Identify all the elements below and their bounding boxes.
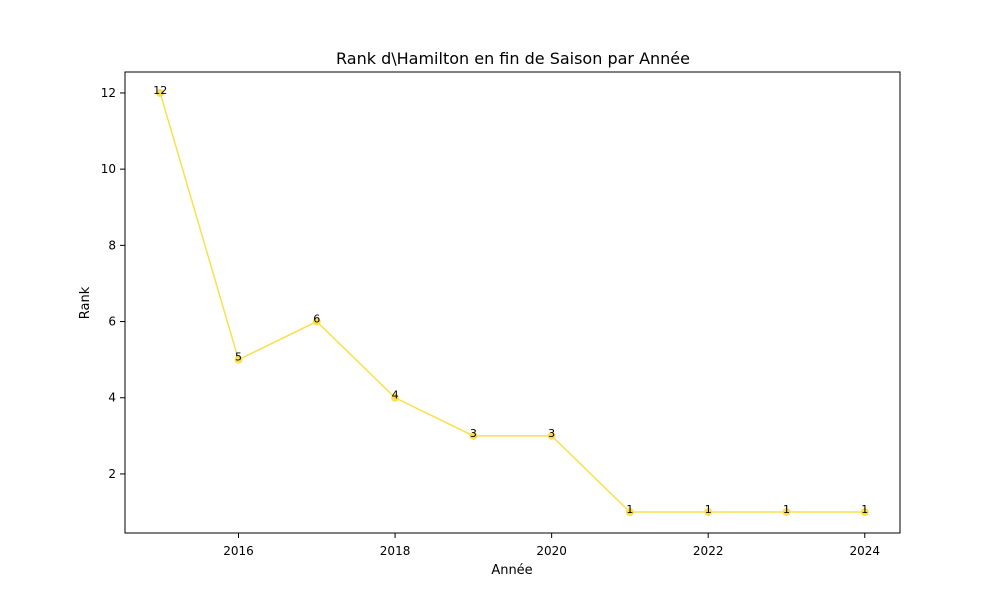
data-label: 4 [392, 389, 399, 402]
data-point [469, 431, 478, 440]
y-tick-label: 4 [108, 391, 116, 405]
data-point [312, 317, 321, 326]
data-point [234, 355, 243, 364]
y-tick-label: 2 [108, 467, 116, 481]
data-labels: 12 5 6 4 3 3 1 1 1 1 [153, 84, 868, 516]
data-label: 1 [705, 503, 712, 516]
x-axis: 2016 2018 2020 2022 2024 [223, 533, 880, 558]
data-label: 1 [861, 503, 868, 516]
data-point [547, 431, 556, 440]
y-axis-label: Rank [78, 286, 93, 319]
data-point [391, 393, 400, 402]
y-tick-label: 6 [108, 315, 116, 329]
plot-area-frame [124, 71, 901, 534]
y-tick-label: 12 [101, 86, 116, 100]
data-label: 5 [235, 351, 242, 364]
series-layer [156, 88, 869, 517]
y-tick-label: 10 [101, 162, 116, 176]
data-point [782, 508, 791, 517]
x-tick-label: 2022 [693, 544, 724, 558]
data-label: 6 [313, 313, 320, 326]
x-tick-label: 2024 [849, 544, 880, 558]
y-axis: 2 4 6 8 10 12 [101, 86, 125, 481]
data-label: 1 [626, 503, 633, 516]
data-label: 1 [783, 503, 790, 516]
data-point [156, 88, 165, 97]
x-tick-label: 2020 [536, 544, 567, 558]
x-tick-label: 2018 [380, 544, 411, 558]
data-label: 12 [153, 84, 167, 97]
series-line [159, 92, 865, 513]
chart-title: Rank d\Hamilton en fin de Saison par Ann… [336, 49, 690, 68]
data-point [860, 508, 869, 517]
x-tick-label: 2016 [223, 544, 254, 558]
x-axis-label: Année [491, 563, 532, 578]
y-tick-label: 8 [108, 238, 116, 252]
data-label: 3 [548, 427, 555, 440]
data-point [704, 508, 713, 517]
data-label: 3 [470, 427, 477, 440]
data-point [625, 508, 634, 517]
